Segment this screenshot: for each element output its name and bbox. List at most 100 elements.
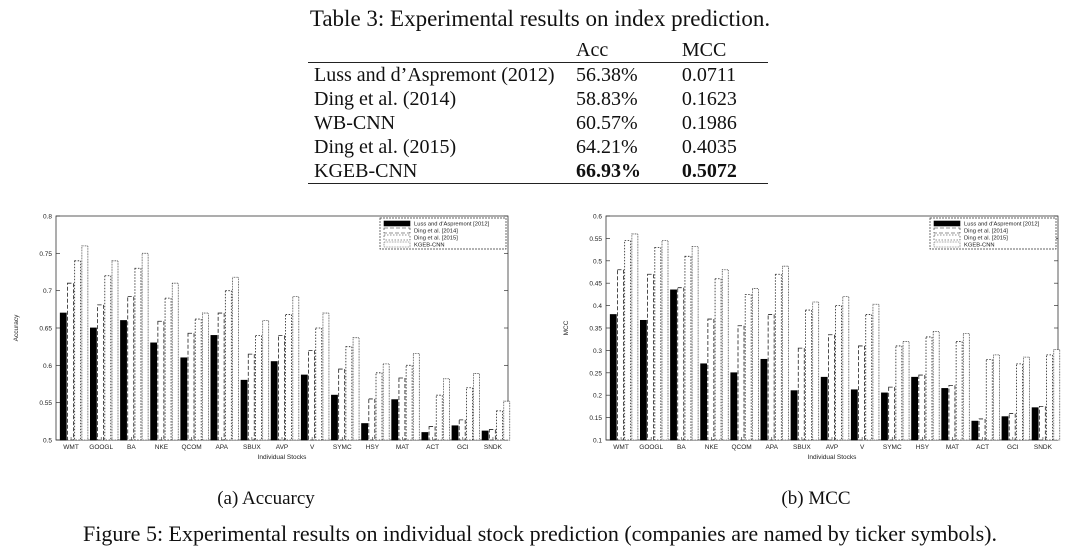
bar	[81, 245, 89, 441]
accuracy-chart: 0.5 0.55 0.6 0.65 0.7 0.75 0.8 Accuracy WMT GOOGL…	[6, 206, 516, 476]
bar	[744, 294, 752, 441]
x-tick-label: BA	[677, 444, 686, 451]
bar	[1053, 349, 1061, 441]
bar	[451, 425, 459, 441]
bar	[481, 430, 489, 441]
y-tick-label: 0.55	[589, 236, 602, 243]
bar	[255, 335, 262, 441]
x-tick-label: NKE	[705, 444, 719, 451]
y-tick-label: 0.6	[593, 214, 602, 221]
bar	[104, 275, 112, 441]
bar	[850, 389, 858, 441]
acc-cell: 56.38%	[576, 64, 638, 86]
bar	[670, 289, 677, 441]
bar	[962, 332, 970, 441]
bar	[473, 373, 481, 441]
table-row: Ding et al. (2015) 64.21% 0.4035	[308, 135, 768, 159]
legend-swatch	[383, 227, 411, 234]
x-tick-label: WMT	[613, 444, 629, 451]
method-cell: Ding et al. (2014)	[314, 88, 457, 110]
legend-swatch	[383, 241, 411, 248]
legend-swatch	[383, 220, 411, 227]
bar	[338, 368, 346, 441]
table-header-row: Acc MCC	[308, 38, 768, 63]
bar	[382, 363, 390, 441]
bar	[872, 303, 880, 441]
y-tick-label: 0.7	[43, 288, 52, 295]
x-tick-label: HSY	[916, 444, 930, 451]
bar	[640, 319, 647, 441]
bar	[1008, 413, 1016, 441]
x-tick-label: MAT	[946, 444, 959, 451]
y-tick-label: 0.8	[43, 214, 52, 221]
bar	[488, 429, 496, 441]
mcc-cell-best: 0.5072	[675, 159, 768, 184]
y-axis-label: Accuracy	[13, 314, 20, 341]
bar	[127, 296, 135, 441]
bar	[609, 314, 617, 441]
bar	[617, 269, 624, 441]
bar	[677, 287, 685, 441]
y-tick-label: 0.6	[43, 363, 52, 370]
legend-swatch	[383, 234, 411, 241]
y-tick-label: 0.2	[593, 393, 602, 400]
bar	[285, 314, 293, 441]
x-tick-label: BA	[127, 444, 136, 451]
bar	[895, 345, 903, 441]
method-cell: KGEB-CNN	[308, 159, 570, 184]
x-tick-label: HSY	[366, 444, 380, 451]
bar	[647, 273, 654, 441]
bar	[90, 327, 97, 441]
x-tick-label: V	[310, 444, 315, 451]
bar	[247, 353, 255, 441]
y-tick-label: 0.1	[593, 438, 602, 445]
bar	[730, 372, 738, 441]
bar	[232, 276, 239, 441]
bar	[398, 377, 406, 441]
bar	[345, 346, 353, 441]
bar	[948, 384, 956, 441]
bar	[760, 358, 768, 441]
legend-entry: Luss and d'Aspremont [2012]	[964, 222, 1040, 228]
mcc-cell: 0.1986	[681, 112, 737, 134]
y-tick-label: 0.3	[593, 348, 602, 355]
acc-cell: 60.57%	[576, 112, 638, 134]
method-cell: Ding et al. (2015)	[314, 136, 457, 158]
bar	[322, 312, 330, 441]
x-tick-label: SYMC	[333, 444, 352, 451]
bar	[858, 345, 865, 441]
mcc-cell: 0.0711	[681, 64, 737, 86]
bar	[978, 418, 986, 441]
bar	[842, 296, 850, 441]
bar	[375, 372, 383, 441]
bar	[503, 400, 511, 441]
x-tick-label: APA	[215, 444, 228, 451]
bar	[911, 376, 919, 441]
bar	[240, 379, 248, 441]
bar	[435, 394, 443, 441]
legend-entry: Ding et al. [2014]	[414, 229, 458, 235]
legend-swatch	[933, 241, 961, 248]
bar	[624, 240, 632, 441]
y-tick-label: 0.55	[39, 400, 52, 407]
acc-cell: 58.83%	[576, 88, 638, 110]
bar	[721, 269, 729, 441]
bar	[262, 320, 270, 441]
x-axis-label: Individual Stocks	[258, 454, 308, 461]
bar	[1046, 354, 1053, 441]
bar	[714, 278, 722, 441]
header-method	[308, 38, 570, 63]
bar	[932, 331, 940, 441]
bar	[120, 320, 127, 441]
bar	[180, 357, 188, 441]
method-cell: WB-CNN	[314, 112, 396, 134]
bar	[361, 423, 369, 441]
subcaption-mcc: (b) MCC	[781, 488, 851, 509]
bar	[157, 320, 165, 441]
bar	[774, 273, 782, 441]
y-tick-label: 0.5	[593, 258, 602, 265]
table-caption: Table 3: Experimental results on index p…	[309, 6, 771, 31]
legend-entry: Ding et al. [2015]	[414, 236, 458, 242]
y-tick-label: 0.35	[589, 326, 602, 333]
accuracy-chart-svg: 0.5 0.55 0.6 0.65 0.7 0.75 0.8 Accuracy WMT GOOGL…	[13, 214, 511, 461]
